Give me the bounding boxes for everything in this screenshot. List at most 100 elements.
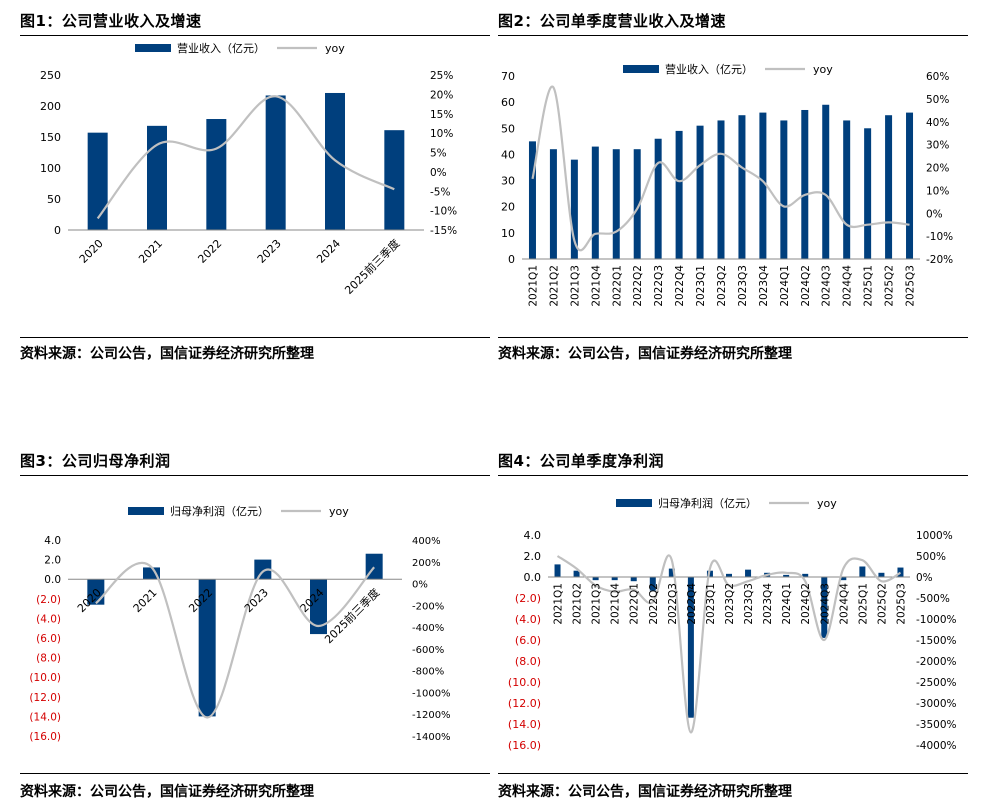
bar (310, 579, 327, 635)
bar (612, 149, 620, 259)
y-tick-label: (12.0) (508, 697, 541, 710)
x-tick-label: 2020 (77, 237, 106, 266)
y-tick-label: 2.0 (524, 550, 542, 563)
bar (147, 125, 167, 230)
y2-tick-label: 1000% (916, 530, 953, 542)
y2-tick-label: 0% (916, 572, 933, 584)
title-rule-2 (498, 35, 968, 36)
chart-panel-2: 图2：公司单季度营业收入及增速 0 10 20 30 40 50 60 70 -20% -10% 0… (498, 10, 968, 370)
x-tick-label: 2022Q1 (629, 583, 641, 625)
y2-tick-label: 50% (926, 94, 949, 106)
bar (780, 120, 788, 259)
legend-bar-swatch (623, 65, 659, 73)
chart-panel-1: 图1：公司营业收入及增速 0 50 100 150 200 250 -15% -10% -5% 0… (20, 10, 490, 370)
x-tick-label: 2024Q1 (781, 583, 793, 625)
legend-line-label: yoy (325, 42, 345, 55)
y2-tick-label: 15% (430, 109, 453, 121)
bar (384, 130, 405, 230)
bar (859, 566, 866, 577)
y-tick-label: (10.0) (508, 676, 541, 689)
legend-line-label: yoy (817, 497, 837, 510)
y-tick-label: 4.0 (524, 529, 542, 542)
bar (573, 570, 580, 577)
y-tick-label: 0.0 (44, 574, 61, 586)
x-tick-label: 2021Q4 (590, 265, 602, 307)
x-tick-label: 2021 (136, 237, 165, 266)
y2-tick-label: 40% (926, 117, 949, 129)
x-tick-label: 2023Q4 (762, 583, 774, 625)
yoy-line (531, 85, 910, 252)
x-tick-label: 2024Q1 (779, 265, 791, 307)
x-tick-label: 2022Q2 (648, 583, 660, 625)
y-tick-label: 0.0 (524, 571, 542, 584)
bar (801, 109, 809, 259)
bar (87, 132, 108, 230)
bar (654, 138, 662, 259)
y2-tick-label: -3000% (916, 698, 957, 710)
y2-tick-label: -800% (412, 667, 444, 678)
chart-panel-4: 图4：公司单季度净利润 (16.0) (14.0) (12.0) (10.0) (8.0… (498, 450, 968, 800)
bar (878, 572, 885, 577)
x-tick-label: 2021Q3 (569, 265, 581, 307)
x-tick-label: 2025Q1 (863, 265, 875, 307)
y-tick-label: (6.0) (515, 634, 541, 647)
y-tick-label: 50 (47, 193, 61, 206)
y-tick-label: (2.0) (515, 592, 541, 605)
y2-tick-label: 0% (412, 580, 428, 591)
x-tick-label: 2024Q3 (821, 265, 833, 307)
legend-line-label: yoy (813, 63, 833, 76)
y2-tick-label: -10% (926, 231, 953, 243)
x-tick-label: 2023Q3 (743, 583, 755, 625)
y-tick-label: (12.0) (29, 692, 61, 704)
y-tick-label: 4.0 (44, 535, 61, 547)
legend-bar-swatch (616, 499, 652, 507)
bar (687, 577, 694, 718)
x-tick-label: 2023Q2 (716, 265, 728, 307)
y2-tick-label: -3500% (916, 719, 957, 731)
x-tick-label: 2022Q2 (632, 265, 644, 307)
yoy-line (95, 561, 376, 719)
y2-tick-label: 0% (430, 167, 447, 179)
y2-tick-label: -1400% (412, 732, 451, 743)
bar (633, 149, 641, 259)
y2-tick-label: 500% (916, 551, 946, 563)
y2-tick-label: -1500% (916, 635, 957, 647)
bar (206, 119, 227, 230)
bar (906, 112, 914, 259)
y-tick-label: 10 (501, 227, 515, 240)
x-tick-label: 2025Q1 (857, 583, 869, 625)
chart-1: 0 50 100 150 200 250 -15% -10% -5% 0% 5% 10% 15% 20% 2… (40, 41, 457, 297)
bar (783, 574, 790, 577)
bar (528, 141, 536, 259)
y2-tick-label: -600% (412, 645, 444, 656)
y2-tick-label: -500% (916, 593, 950, 605)
chart-title-2: 图2：公司单季度营业收入及增速 (498, 12, 726, 30)
y2-tick-label: -20% (926, 254, 953, 266)
x-tick-label: 2025Q2 (876, 583, 888, 625)
x-tick-label: 2021Q1 (527, 265, 539, 307)
bar (143, 567, 160, 580)
bar (649, 577, 656, 591)
title-rule-3 (20, 475, 490, 476)
source-rule-3 (20, 773, 490, 774)
y-tick-label: (10.0) (29, 672, 61, 684)
x-tick-label: 2024 (314, 237, 343, 266)
legend-bar-swatch (135, 44, 171, 52)
bar (897, 567, 904, 577)
y2-tick-label: 0% (926, 208, 943, 220)
bar (738, 115, 746, 259)
chart-3: (16.0) (14.0) (12.0) (10.0) (8.0) (6.0) (4.0) (… (29, 504, 451, 743)
y2-tick-label: -5% (430, 186, 450, 198)
x-tick-label: 2022Q4 (674, 265, 686, 307)
x-tick-label: 2024Q4 (838, 583, 850, 625)
y2-tick-label: 200% (412, 558, 441, 569)
yoy-line (96, 95, 395, 220)
bar (696, 125, 704, 260)
x-tick-label: 2021Q4 (610, 583, 622, 625)
bar (668, 568, 675, 577)
bar (611, 577, 618, 581)
bar (821, 577, 828, 638)
y-tick-label: 30 (501, 175, 515, 188)
y-tick-label: (14.0) (508, 718, 541, 731)
x-tick-label: 2021Q1 (553, 583, 565, 625)
